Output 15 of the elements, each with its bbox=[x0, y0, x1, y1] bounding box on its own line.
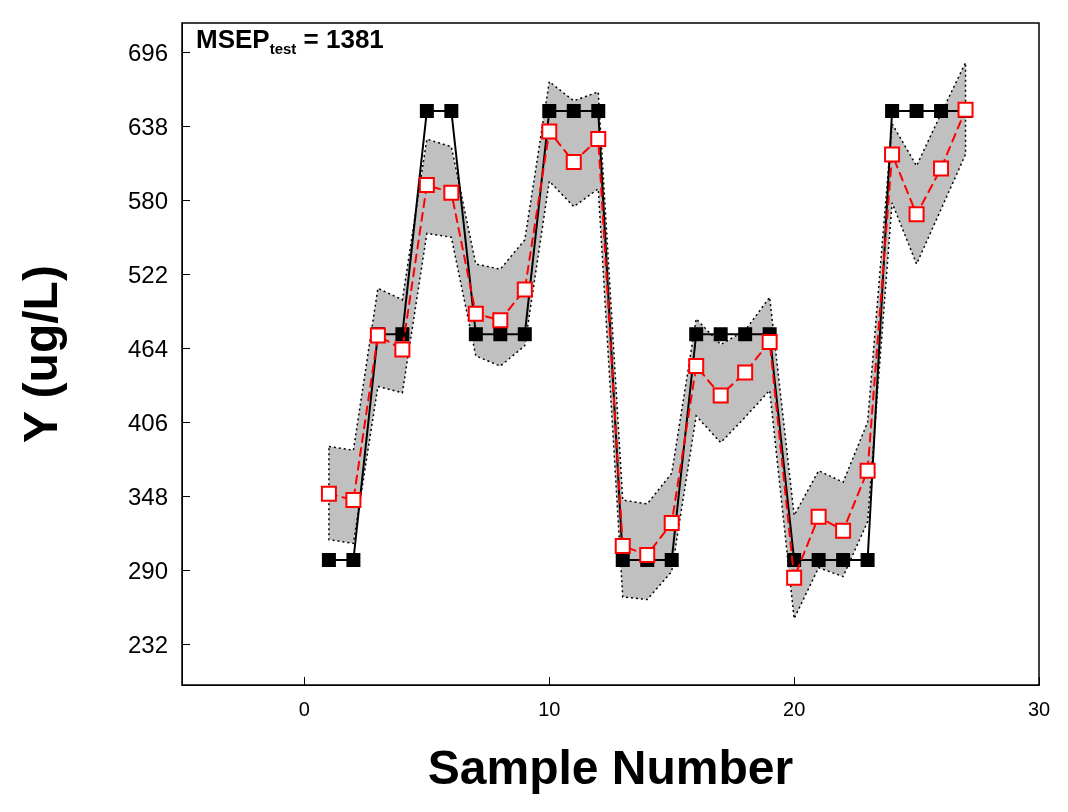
x-tick-label: 20 bbox=[783, 698, 806, 720]
y-tick-label: 290 bbox=[127, 556, 168, 584]
x-tick-label: 30 bbox=[1027, 698, 1051, 720]
y-tick-label: 406 bbox=[127, 408, 168, 436]
x-tick-label: 10 bbox=[538, 698, 561, 720]
y-tick-label: 696 bbox=[127, 38, 168, 66]
x-axis-title: Sample Number bbox=[427, 740, 794, 794]
x-tick-label: 0 bbox=[298, 698, 310, 720]
y-tick-label: 638 bbox=[127, 112, 168, 140]
y-tick-label: 464 bbox=[127, 334, 168, 362]
y-tick-label: 232 bbox=[127, 630, 168, 658]
y-tick-label: 348 bbox=[127, 482, 168, 510]
y-tick-label: 580 bbox=[127, 186, 168, 214]
y-axis-title: Y (ug/L) bbox=[13, 265, 67, 443]
y-tick-label: 522 bbox=[127, 260, 168, 288]
